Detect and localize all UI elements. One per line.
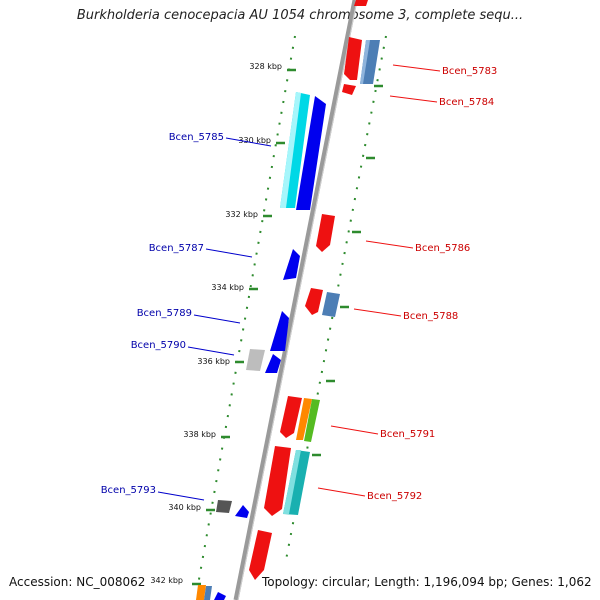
leader-line [157,491,205,501]
gene-arrow-bcen-5785[interactable] [296,96,326,210]
gene-arrow-bcen-5791[interactable] [280,396,302,438]
leader-line [353,308,402,317]
gene-arrow-bcen-5783[interactable] [344,37,362,80]
map-title: Burkholderia cenocepacia AU 1054 chromos… [76,8,524,23]
ruler-right [285,35,387,561]
ruler-major-ticks-right [312,84,383,457]
kbp-label: 334 kbp [211,283,244,292]
gene-label-bcen-5790[interactable]: Bcen_5790 [131,340,186,351]
gene-arrow-bcen-5784[interactable] [342,84,356,95]
kbp-label: 340 kbp [168,503,201,512]
gene-box-highlight [283,450,301,514]
gene-label-bcen-5789[interactable]: Bcen_5789 [137,308,192,319]
gene-label-bcen-5792[interactable]: Bcen_5792 [367,491,422,502]
leader-line [330,425,379,435]
kbp-label: 332 kbp [225,210,258,219]
leader-line [187,346,235,356]
gene-label-bcen-5783[interactable]: Bcen_5783 [442,66,497,77]
leader-line [317,487,366,497]
kbp-label: 330 kbp [238,136,271,145]
leader-line [365,240,414,249]
gene-arrow-bcen-5792[interactable] [264,446,291,516]
leader-line [392,64,441,72]
gene-label-bcen-5786[interactable]: Bcen_5786 [415,243,470,254]
accession-text: Accession: NC_008062 [9,575,146,589]
gene-label-bcen-5785[interactable]: Bcen_5785 [169,132,224,143]
gene-label-bcen-5784[interactable]: Bcen_5784 [439,97,494,108]
kbp-label: 342 kbp [150,576,183,585]
gene-label-bcen-5791[interactable]: Bcen_5791 [380,429,435,440]
topology-summary: Topology: circular; Length: 1,196,094 bp… [262,575,592,589]
gene-arrow-bcen-5788[interactable] [305,288,323,315]
gene-label-bcen-5793[interactable]: Bcen_5793 [101,485,156,496]
gene-arrow[interactable] [354,0,368,6]
ruler-major-ticks [192,68,296,586]
gene-arrow-bcen-5790[interactable] [265,354,281,373]
gene-box-bcen-5791-green[interactable] [304,399,320,442]
gene-box-bcen-5790-gray[interactable] [246,349,265,371]
gene-box-highlight [280,92,301,208]
leader-line [389,95,438,103]
chromosome-backbone [233,0,358,600]
gene-box-bcen-5791-orange[interactable] [296,398,312,440]
gene-label-bcen-5788[interactable]: Bcen_5788 [403,311,458,322]
gene-arrow[interactable] [214,592,226,600]
gene-box-blue[interactable] [204,586,212,600]
gene-box-bcen-5788b[interactable] [322,292,340,317]
gene-arrow-bcen-5786[interactable] [316,214,335,252]
gene-arrow-bcen-5787[interactable] [283,249,300,280]
kbp-label: 336 kbp [197,357,230,366]
gene-box-orange[interactable] [196,585,206,600]
kbp-label: 328 kbp [249,62,282,71]
gene-arrow-bcen-5793[interactable] [235,505,249,518]
leader-line [205,248,253,258]
gene-arrow-bcen-5789[interactable] [270,311,289,351]
chromosome-backbone-highlight [237,0,358,600]
leader-line [193,314,241,324]
gene-arrow[interactable] [249,530,272,580]
gene-box-bcen-5793-gray[interactable] [216,500,232,513]
gene-box-highlight [360,40,370,84]
leader-line [225,137,272,147]
gene-label-bcen-5787[interactable]: Bcen_5787 [149,243,204,254]
kbp-label: 338 kbp [183,430,216,439]
